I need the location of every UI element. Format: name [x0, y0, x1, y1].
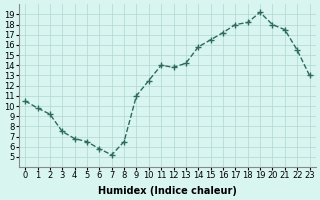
X-axis label: Humidex (Indice chaleur): Humidex (Indice chaleur) — [98, 186, 237, 196]
